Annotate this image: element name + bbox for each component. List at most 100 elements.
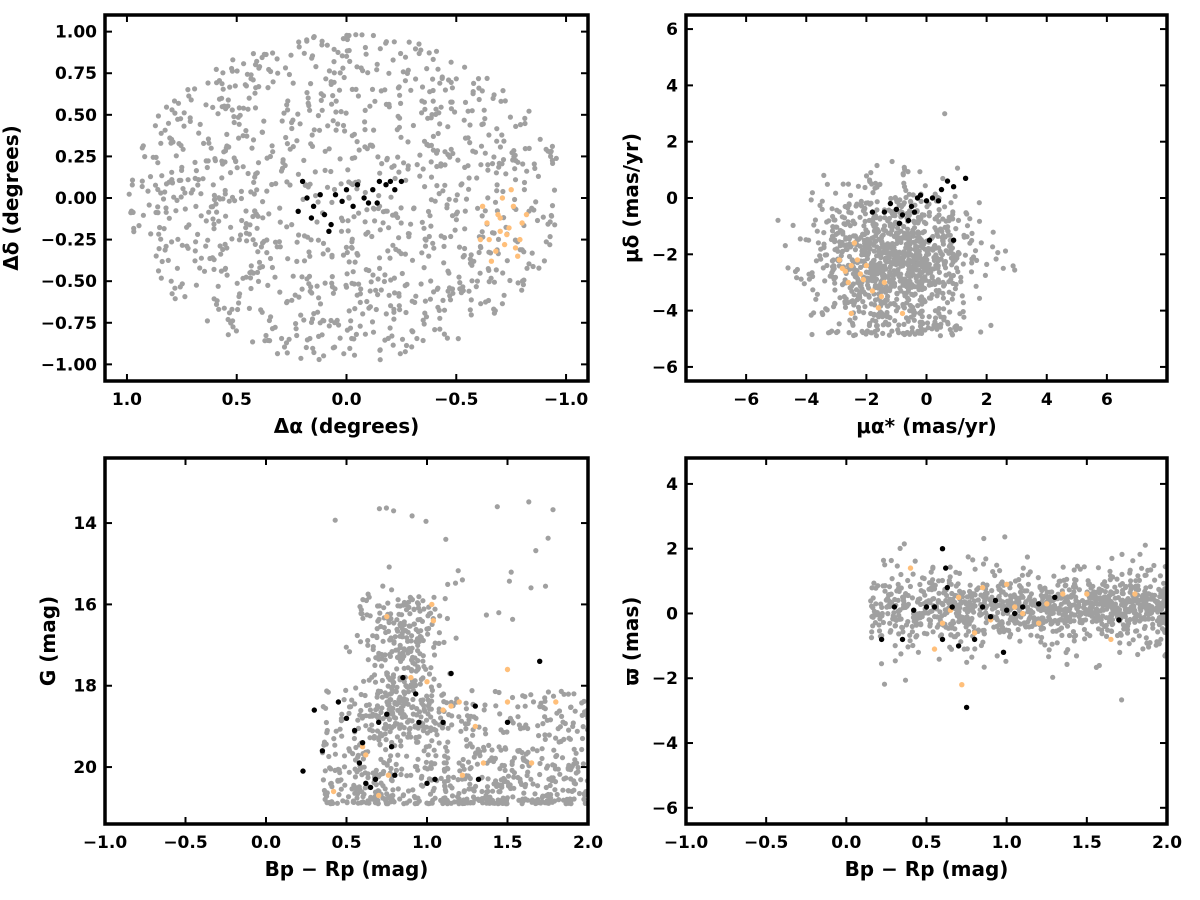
data-point [950,209,956,215]
data-point [296,44,302,50]
y-tick-label: 18 [73,677,97,697]
data-point [545,221,551,227]
data-point [401,679,407,685]
data-point [309,143,316,149]
data-point [519,763,525,770]
data-point [364,207,370,213]
data-point [177,284,183,290]
data-point [163,181,170,187]
data-point [424,679,430,685]
data-point [962,252,969,258]
data-point [386,101,392,107]
data-point [445,581,451,588]
data-point [362,219,368,225]
data-point [928,246,934,252]
data-point [468,765,474,771]
data-point [281,110,287,116]
data-point [442,87,448,93]
data-point [377,357,383,363]
data-point [907,632,913,638]
data-point [417,709,423,715]
data-point [405,788,412,794]
data-point [963,210,969,216]
data-point [269,264,275,271]
data-point [1130,606,1136,612]
data-point [456,699,462,705]
data-point [832,300,838,306]
data-point [1129,599,1135,605]
data-point [1157,573,1163,579]
data-point [540,214,546,220]
data-point [943,597,949,604]
data-point [1020,565,1026,571]
data-point [152,123,158,129]
data-point [206,209,212,215]
data-point [1148,610,1155,616]
data-point [186,222,192,228]
data-point [910,642,916,649]
data-point [439,75,445,81]
data-point [939,228,945,234]
data-point [409,344,415,350]
data-point [352,757,359,763]
data-point [917,310,923,316]
data-point [1107,573,1114,579]
data-point [479,121,485,128]
data-point [179,242,185,248]
data-point [815,240,822,246]
data-point [932,191,938,197]
data-point [380,220,386,226]
data-point [1143,593,1149,599]
data-point [904,272,910,278]
data-point [155,268,162,274]
data-point [311,311,317,317]
data-point [367,613,373,619]
data-point [499,161,505,167]
data-point [400,793,406,799]
data-point [212,156,218,162]
data-point [349,786,355,792]
data-point [817,202,823,208]
data-point [843,235,849,241]
data-point [529,205,535,211]
data-point [340,798,346,804]
data-point [325,123,331,129]
series-black-stars [300,658,543,791]
data-point [502,98,508,104]
data-point [162,189,168,195]
data-point [236,135,242,141]
data-point [470,91,476,97]
data-point [526,145,532,151]
data-point [887,286,893,292]
data-point [146,202,152,208]
data-point [467,775,473,782]
data-point [880,330,886,336]
data-point [410,122,416,129]
data-point [500,157,507,163]
data-point [512,166,518,172]
data-point [446,196,452,202]
data-point [437,613,443,619]
data-point [391,620,397,626]
data-point [356,147,362,153]
data-point [399,714,405,720]
data-point [374,61,380,67]
data-point [274,351,281,357]
data-point [813,258,820,264]
data-point [404,635,410,641]
data-point [359,772,365,778]
data-point [401,647,407,653]
data-point [493,703,499,709]
data-point [367,784,374,791]
data-point [264,188,270,194]
data-point [359,32,365,38]
data-point [414,335,420,342]
data-point [388,303,394,309]
data-point [976,295,983,301]
data-point [448,670,454,677]
data-point [831,217,837,223]
data-point [873,323,880,329]
data-point [562,720,568,727]
data-point [414,636,421,642]
data-point [374,634,380,641]
